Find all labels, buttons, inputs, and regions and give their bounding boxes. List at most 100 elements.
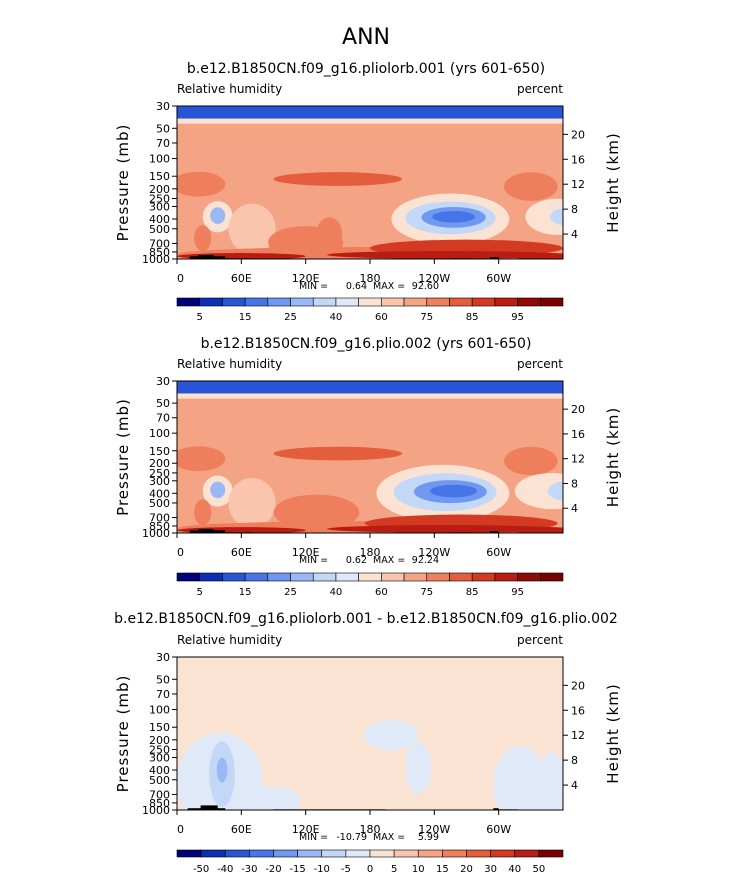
colorbar-swatch <box>381 572 405 582</box>
x-tick-label: 60W <box>486 546 511 559</box>
colorbar-swatch <box>514 849 540 858</box>
left-subtitle: Relative humidity <box>177 357 282 371</box>
contour-region <box>219 175 456 203</box>
colorbar-swatch <box>321 849 347 858</box>
panel-title: b.e12.B1850CN.f09_g16.pliolorb.001 (yrs … <box>187 61 545 77</box>
max-value: 92.60 <box>412 281 439 292</box>
y-tick-label: 850 <box>149 246 170 259</box>
y-tick-label: 30 <box>156 651 170 664</box>
colorbar-label: 20 <box>460 864 473 875</box>
contour-region <box>194 499 212 526</box>
x-tick-label: 120W <box>418 546 450 559</box>
contour-region <box>509 526 563 533</box>
height-tick-label: 16 <box>571 153 585 166</box>
y-tick-label: 150 <box>149 721 170 734</box>
y-tick-label: 300 <box>149 200 170 213</box>
y-tick-label: 700 <box>149 788 170 801</box>
height-tick-label: 16 <box>571 428 585 441</box>
colorbar-label: -40 <box>217 864 233 875</box>
colorbar-label: 40 <box>330 587 343 598</box>
y-tick-label: 100 <box>149 704 170 717</box>
min-value: 0.62 <box>346 555 367 566</box>
right-subtitle: percent <box>517 633 563 647</box>
topography <box>493 808 499 810</box>
colorbar-swatch <box>381 297 405 307</box>
height-axis-title: Height (km) <box>604 132 622 232</box>
contour-region <box>509 252 563 259</box>
y-tick-label: 400 <box>149 213 170 226</box>
y-tick-label: 300 <box>149 475 170 488</box>
x-tick-label: 120E <box>292 272 320 285</box>
colorbar-swatch <box>224 849 250 858</box>
y-tick-label: 850 <box>149 797 170 810</box>
panel-title: b.e12.B1850CN.f09_g16.plio.002 (yrs 601-… <box>201 336 532 352</box>
colorbar-swatch <box>267 572 291 582</box>
contour-region <box>550 208 563 225</box>
colorbar-label: 25 <box>284 587 297 598</box>
y-tick-label: 1000 <box>142 527 170 540</box>
y-tick-label: 70 <box>156 137 170 150</box>
colorbar-swatch <box>244 297 269 307</box>
contour-band <box>177 381 563 394</box>
y-tick-label: 250 <box>149 467 170 480</box>
colorbar-swatch <box>417 849 443 858</box>
y-tick-label: 1000 <box>142 253 170 266</box>
contour-region <box>405 742 432 794</box>
x-tick-label: 0 <box>177 823 184 836</box>
contour-band <box>177 106 563 119</box>
colorbar-swatch <box>426 297 450 307</box>
colorbar-label: -15 <box>289 864 305 875</box>
colorbar-label: 95 <box>511 312 524 323</box>
height-axis-title: Height (km) <box>604 407 622 507</box>
colorbar-swatch <box>297 849 323 858</box>
colorbar-swatch <box>466 849 491 858</box>
colorbar-label: -5 <box>341 864 351 875</box>
colorbar-label: 85 <box>466 312 479 323</box>
contour-region <box>273 494 360 530</box>
panel-2: b.e12.B1850CN.f09_g16.plio.002 (yrs 601-… <box>114 336 622 598</box>
y-tick-label: 400 <box>149 487 170 500</box>
height-tick-label: 8 <box>571 203 578 216</box>
plot-area <box>177 381 563 533</box>
height-tick-label: 4 <box>571 502 578 515</box>
colorbar-swatch <box>273 849 298 858</box>
height-tick-label: 20 <box>571 679 585 692</box>
colorbar-label: 5 <box>197 312 203 323</box>
x-tick-label: 60W <box>486 823 511 836</box>
x-tick-label: 120W <box>418 272 450 285</box>
contour-region <box>210 207 226 224</box>
colorbar-swatch <box>442 849 467 858</box>
x-tick-label: 180 <box>360 823 381 836</box>
colorbar-label: -10 <box>314 864 330 875</box>
left-subtitle: Relative humidity <box>177 82 282 96</box>
colorbar: -50 -40 -30 -20 -15 -10 -5 0 5 10 15 20 30 40 50 <box>176 849 564 875</box>
colorbar-label: 60 <box>375 587 388 598</box>
max-value: 5.99 <box>418 832 439 843</box>
x-tick-label: 180 <box>360 546 381 559</box>
height-tick-label: 20 <box>571 403 585 416</box>
y-tick-label: 50 <box>156 122 170 135</box>
contour-region <box>177 446 226 472</box>
colorbar-label: 95 <box>511 587 524 598</box>
contour-region <box>327 525 563 533</box>
colorbar-swatch <box>290 572 314 582</box>
y-tick-label: 70 <box>156 412 170 425</box>
x-tick-label: 60E <box>231 546 252 559</box>
colorbar-swatch <box>358 572 382 582</box>
colorbar-swatch <box>267 297 291 307</box>
colorbar-swatch <box>199 572 223 582</box>
topography <box>198 254 214 259</box>
y-tick-label: 70 <box>156 688 170 701</box>
colorbar-swatch <box>222 297 246 307</box>
contour-region <box>216 757 228 783</box>
figure-title: ANN <box>342 25 390 50</box>
colorbar-label: 25 <box>284 312 297 323</box>
contour-region <box>364 720 419 751</box>
colorbar-swatch <box>290 297 314 307</box>
max-value: 92.24 <box>412 555 439 566</box>
contour-region <box>177 171 226 197</box>
colorbar-swatch <box>249 849 274 858</box>
colorbar-swatch <box>200 849 226 858</box>
colorbar-label: 5 <box>391 864 397 875</box>
